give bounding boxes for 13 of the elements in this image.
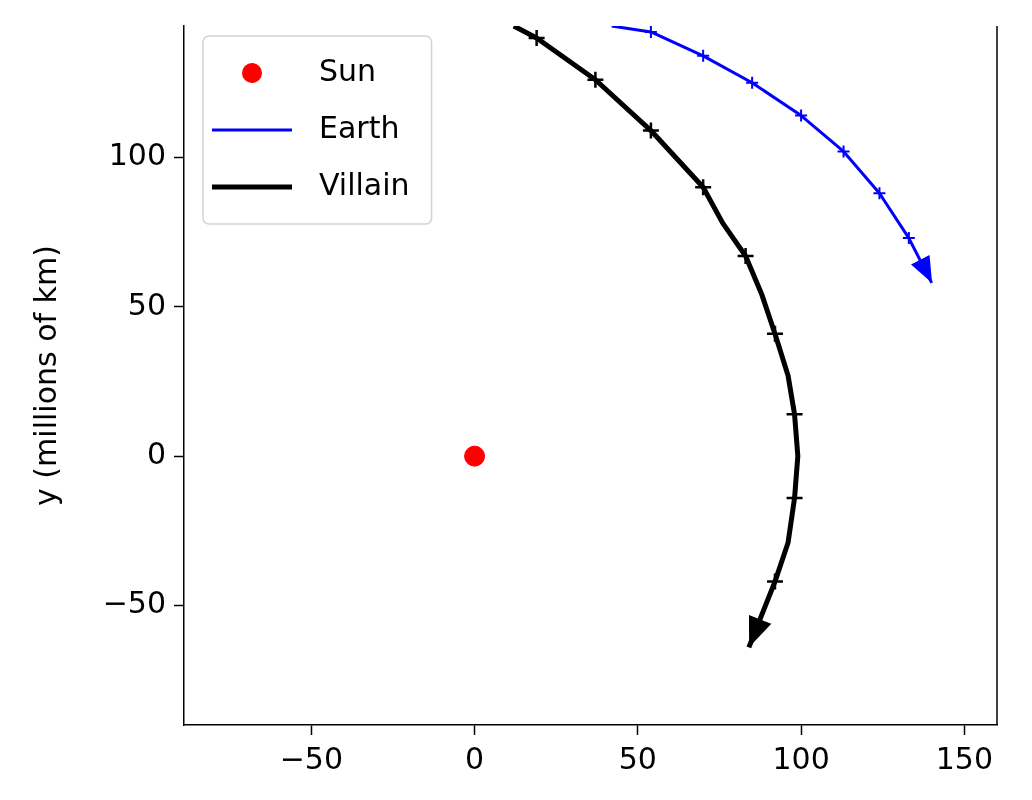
y-tick-label: 50 [127,286,166,322]
x-tick-label: 100 [772,740,830,776]
legend-label: Earth [319,109,400,145]
legend-label: Villain [319,166,410,202]
y-tick-label: 0 [146,435,166,471]
x-tick-label: 150 [935,740,993,776]
y-tick-label: −50 [102,585,166,621]
y-tick-label: 100 [108,137,166,173]
legend-label: Sun [319,52,377,88]
y-axis-title: y (millions of km) [27,245,63,506]
x-tick-label: 0 [465,740,485,776]
x-tick-label: −50 [279,740,343,776]
x-tick-label: 50 [618,740,657,776]
